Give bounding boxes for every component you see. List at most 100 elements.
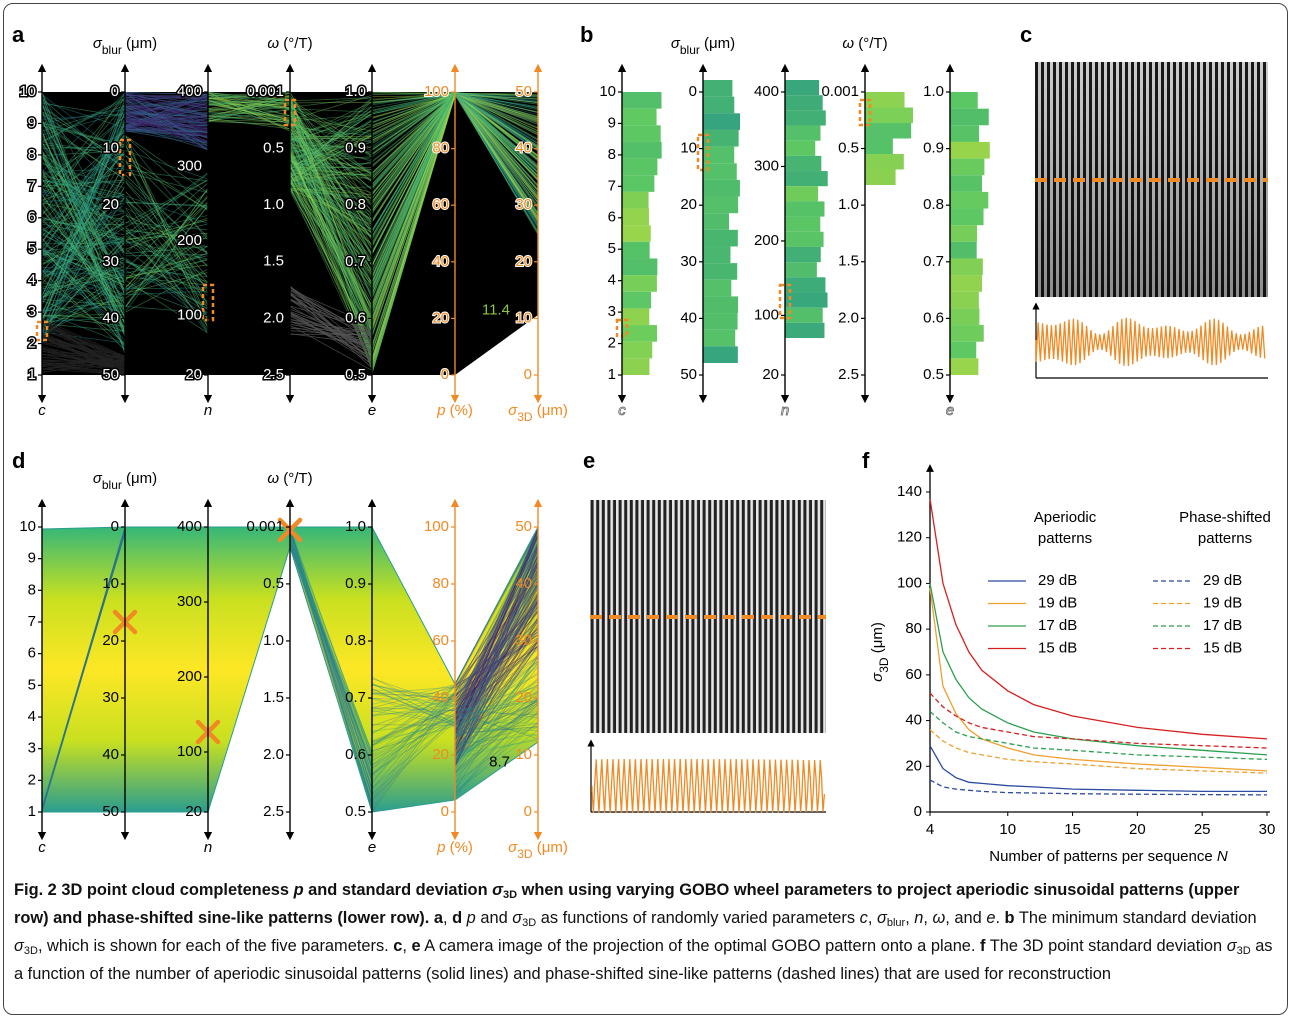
trace (371, 94, 456, 368)
trace (289, 118, 373, 174)
trace-band (371, 526, 456, 813)
trace (454, 92, 539, 113)
trace (454, 94, 539, 147)
trace (454, 94, 539, 218)
trace (289, 115, 373, 142)
label-unit: (μm) (122, 35, 157, 52)
trace (124, 93, 209, 109)
trace (454, 93, 539, 229)
trace (371, 94, 456, 123)
label-subscript: 3D (877, 657, 891, 673)
label-symbol: n (204, 402, 212, 419)
trace (454, 663, 539, 757)
trace (289, 333, 373, 345)
trace (289, 106, 373, 156)
trace (454, 702, 539, 762)
trace (454, 93, 539, 121)
trace (371, 92, 456, 245)
trace (289, 168, 373, 220)
trace (454, 600, 539, 731)
trace (289, 166, 373, 177)
trace (289, 155, 373, 317)
histogram-bar (785, 231, 824, 247)
histogram-bar (950, 341, 977, 359)
trace (207, 97, 291, 109)
trace (289, 321, 373, 334)
trace (371, 94, 456, 279)
trace (289, 152, 373, 275)
trace (124, 93, 209, 131)
tick-label: 80 (432, 575, 449, 592)
histogram-bar (622, 175, 655, 192)
legend-label: 29 dB (1038, 572, 1077, 589)
trace (371, 95, 456, 273)
tick-label: 2.0 (838, 309, 859, 326)
trace (289, 123, 373, 226)
trace (454, 93, 539, 195)
trace (454, 528, 539, 726)
trace (371, 92, 456, 314)
trace (289, 91, 373, 232)
trace (454, 530, 539, 687)
trace (289, 285, 373, 354)
tick-label: 4 (608, 272, 616, 289)
trace (41, 246, 126, 347)
histogram-bar (703, 296, 739, 314)
tick-label: 7 (28, 613, 36, 630)
trace (124, 178, 209, 254)
trace (289, 545, 373, 770)
trace (371, 94, 456, 277)
trace (454, 563, 539, 733)
trace (371, 92, 456, 222)
trace (454, 530, 539, 731)
trace (454, 94, 539, 180)
trace (289, 527, 373, 790)
trace (371, 715, 456, 753)
tick-label: 400 (177, 83, 202, 100)
histogram-bar (703, 80, 733, 97)
trace (41, 278, 126, 336)
trace (289, 145, 373, 368)
trace (41, 335, 126, 361)
trace (371, 93, 456, 325)
trace (289, 139, 373, 337)
trace (124, 101, 209, 130)
caption-run: d (452, 909, 463, 927)
trace (454, 92, 539, 187)
trace (289, 124, 373, 277)
label-symbol: ω (842, 35, 854, 52)
trace (371, 692, 456, 790)
tick-label: 8 (28, 581, 36, 598)
trace (289, 188, 373, 201)
trace (289, 174, 373, 308)
trace (454, 707, 539, 755)
trace (454, 93, 539, 119)
trace (41, 275, 126, 333)
trace (371, 686, 456, 746)
trace (454, 92, 539, 180)
trace (371, 94, 456, 246)
label-symbol: e (368, 402, 376, 419)
caption-run: Fig. 2 3D point cloud completeness (14, 881, 294, 899)
trace (371, 94, 456, 254)
trace (454, 91, 539, 194)
trace (454, 92, 539, 147)
trace (41, 120, 126, 255)
trace (124, 149, 209, 180)
trace (454, 645, 539, 767)
trace (289, 164, 373, 319)
trace (371, 94, 456, 267)
panel-e (587, 500, 826, 814)
trace (454, 92, 539, 150)
trace (371, 95, 456, 359)
trace (371, 94, 456, 166)
trace (289, 131, 373, 141)
histogram-bar (950, 275, 983, 292)
trace (41, 97, 126, 320)
trace (454, 641, 539, 768)
caption-run: a (433, 909, 443, 927)
trace (289, 538, 373, 757)
trace (454, 581, 539, 734)
panel-letter: c (1020, 22, 1032, 47)
tick-label: 20 (762, 366, 779, 383)
